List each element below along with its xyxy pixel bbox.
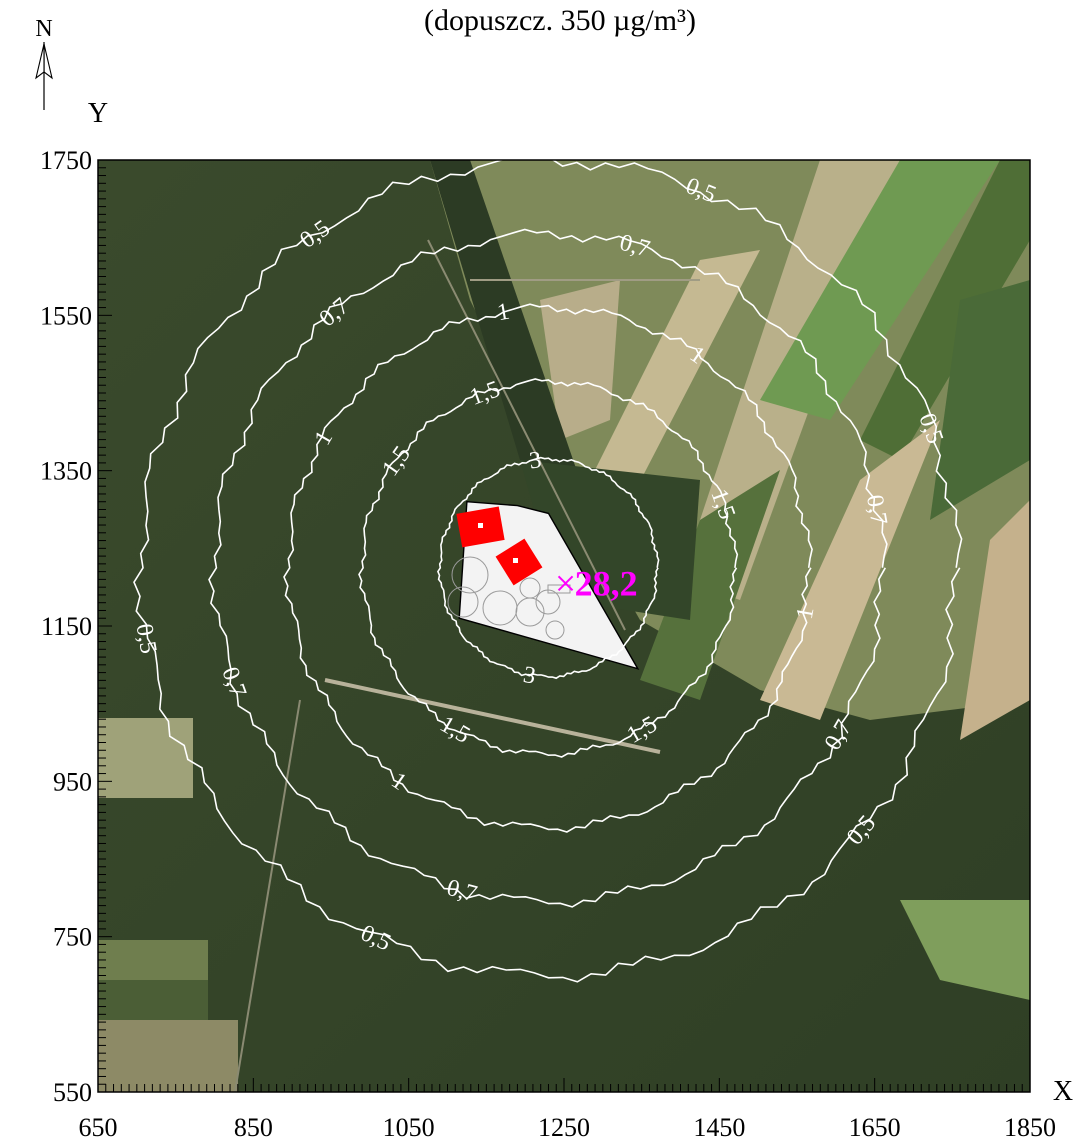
y-tick-label: 1150 — [41, 612, 92, 641]
y-tick-label: 1350 — [40, 457, 92, 486]
x-axis-name: X — [1053, 1076, 1073, 1107]
y-axis: 550 750 950 1150 1350 1550 1750 — [40, 146, 112, 1107]
contour-line — [208, 228, 888, 908]
x-axis: 650 850 1050 1250 1450 1650 1850 — [79, 1078, 1056, 1142]
contour-line — [358, 378, 739, 758]
contour-label: 3 — [521, 662, 537, 690]
contour-label: 1 — [792, 605, 820, 621]
contour-label: 0,7 — [861, 493, 892, 527]
map-title: (dopuszcz. 350 µg/m³) — [424, 4, 696, 37]
max-cross-icon — [557, 575, 574, 591]
site-plan — [447, 500, 640, 670]
max-concentration-marker: 28,2 — [557, 563, 638, 603]
contour-label: 3 — [528, 447, 543, 474]
x-tick-label: 1450 — [693, 1113, 745, 1142]
contour-line — [133, 160, 963, 983]
y-tick-label: 550 — [53, 1078, 92, 1107]
x-tick-label: 650 — [79, 1113, 118, 1142]
y-tick-label: 1750 — [40, 146, 92, 175]
contour-line — [283, 303, 813, 833]
y-axis-name: Y — [88, 98, 108, 129]
x-tick-label: 1650 — [849, 1113, 901, 1142]
y-tick-label: 750 — [53, 923, 92, 952]
north-label: N — [35, 16, 52, 42]
contour-line — [437, 456, 660, 680]
x-tick-label: 850 — [234, 1113, 273, 1142]
building-markers — [456, 506, 543, 586]
max-value-label: 28,2 — [575, 563, 638, 603]
x-tick-label: 1050 — [383, 1113, 435, 1142]
contour-label: 0,5 — [131, 622, 162, 656]
y-tick-label: 1550 — [40, 301, 92, 330]
contour-label: 1 — [495, 299, 511, 327]
y-tick-label: 950 — [53, 767, 92, 796]
x-tick-label: 1250 — [538, 1113, 590, 1142]
site-tanks — [447, 556, 571, 640]
north-arrow-icon: N — [35, 16, 53, 110]
x-tick-label: 1850 — [1004, 1113, 1056, 1142]
